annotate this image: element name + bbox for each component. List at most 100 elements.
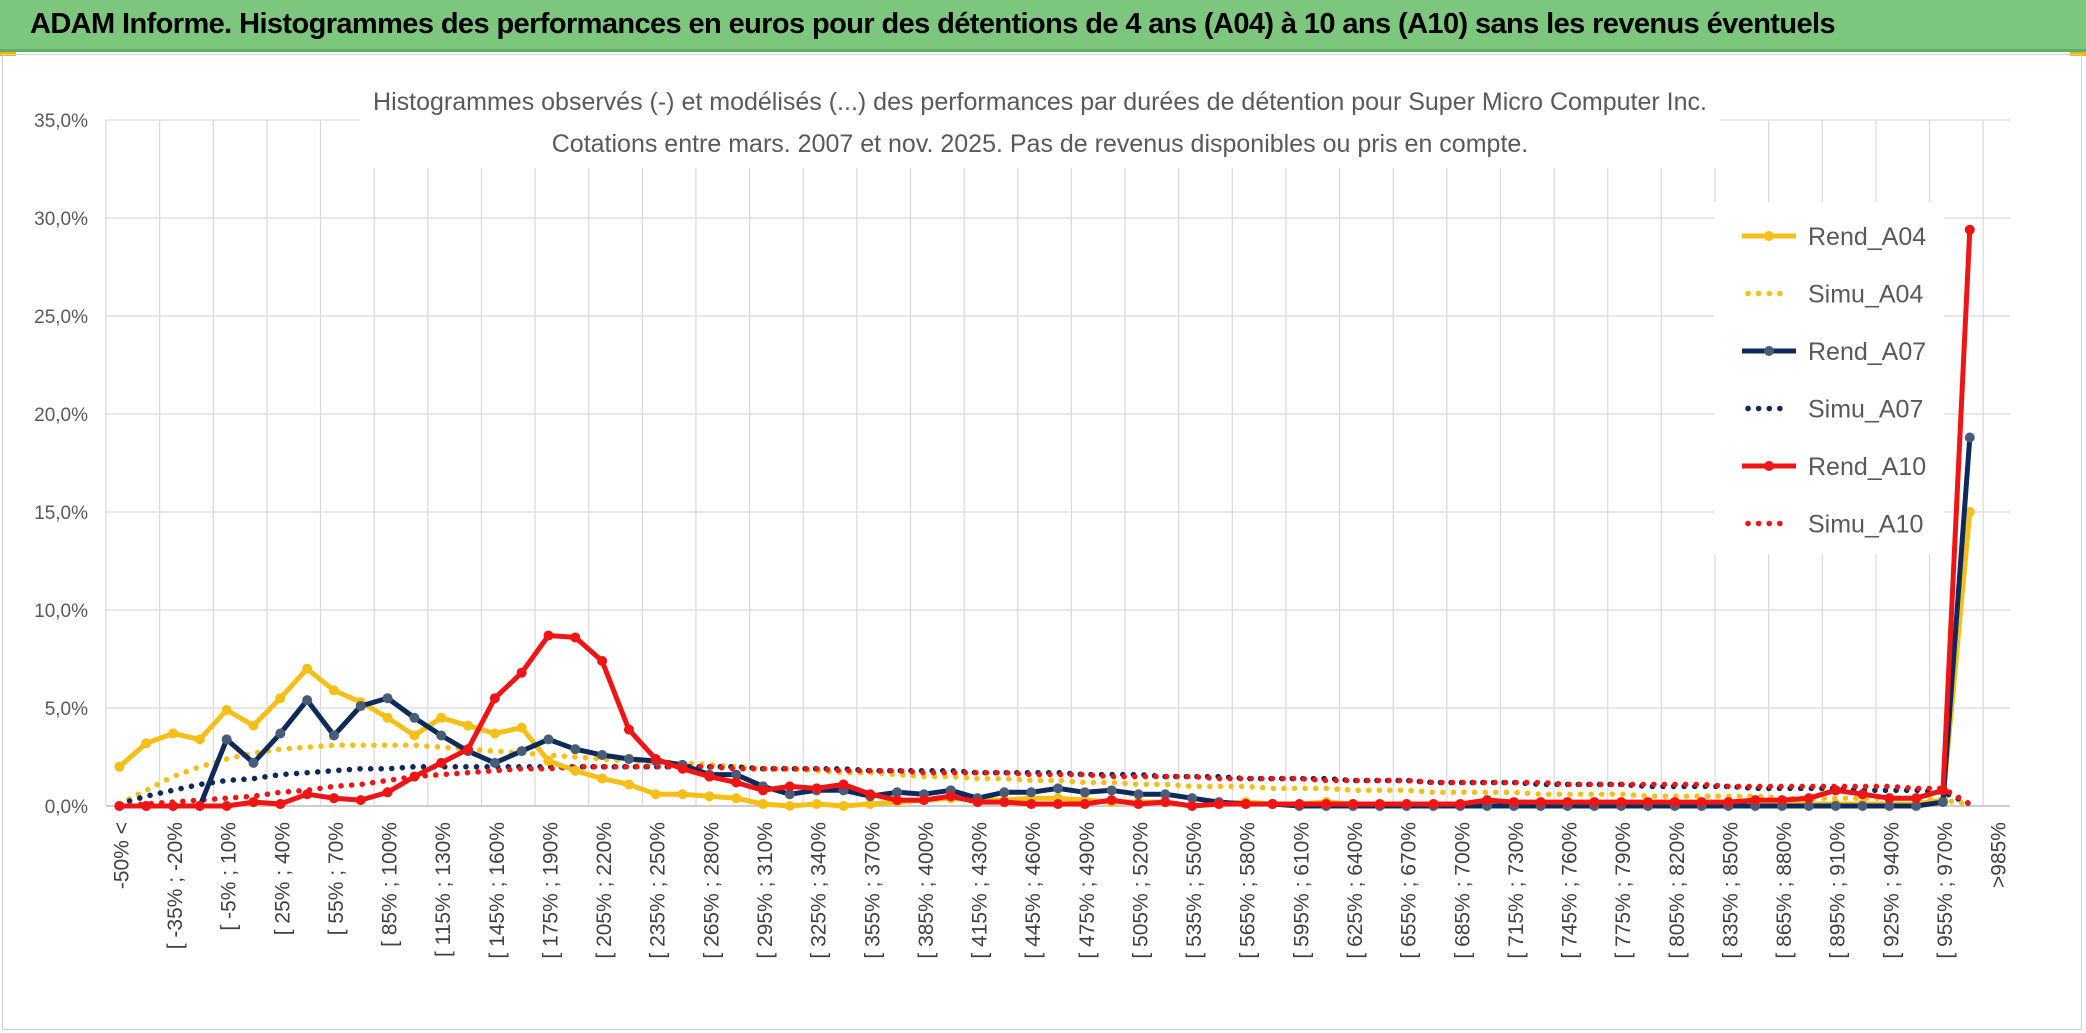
data-point-rend-a04 [221,704,232,715]
x-tick-label: [ 925% ; 940% [1880,822,1903,959]
x-tick-label: [ 115% ; 130% [432,822,455,957]
series-line-rend-a04 [117,511,1973,809]
y-axis-tick-labels: 0,0% 5,0% 10,0% 15,0% 20,0% 25,0% 30,0% 35,0% [34,111,88,818]
data-point-rend-a10 [1964,224,1975,235]
x-tick-label: [ 835% ; 850% [1719,822,1742,959]
data-point-rend-a10 [1187,801,1198,811]
data-point-rend-a07 [999,787,1010,798]
data-point-rend-a10 [328,793,339,804]
data-point-rend-a07 [409,712,420,723]
data-point-rend-a04 [516,722,527,733]
data-point-rend-a10 [355,795,366,806]
x-tick-label: [ 595% ; 610% [1290,822,1313,959]
chart-title-line2: Cotations entre mars. 2007 et nov. 2025.… [552,130,1529,158]
data-point-rend-a10 [1294,799,1305,810]
data-point-rend-a10 [784,781,795,792]
data-point-rend-a10 [650,753,661,764]
x-tick-label: [ 775% ; 790% [1612,822,1635,959]
data-point-rend-a10 [436,757,447,768]
data-point-rend-a10 [1937,785,1948,796]
data-point-rend-a07 [784,789,795,800]
data-point-rend-a04 [489,728,500,739]
x-tick-label: [ 205% ; 220% [593,822,616,959]
y-tick-label: 30,0% [34,209,88,230]
data-point-rend-a10 [1321,799,1332,810]
data-point-rend-a04 [1964,507,1975,517]
chart-frame [2,54,2082,1030]
data-point-rend-a07 [302,695,313,706]
data-point-rend-a10 [409,771,420,782]
data-point-rend-a10 [623,724,634,735]
x-tick-label: [ 805% ; 820% [1666,822,1689,959]
data-point-rend-a10 [1777,795,1788,806]
series-line-simu-a07 [116,764,1973,807]
x-tick-label: [ 175% ; 190% [539,822,562,959]
data-point-rend-a07 [623,753,634,764]
data-point-rend-a10 [1857,789,1868,800]
legend-label: Simu_A04 [1808,281,1923,309]
data-point-rend-a10 [1455,799,1466,810]
data-point-rend-a10 [1803,793,1814,804]
data-point-rend-a10 [1884,793,1895,804]
data-point-rend-a10 [1213,799,1224,810]
series-rend-a10 [114,224,1975,811]
data-point-rend-a10 [811,783,822,794]
x-tick-label: [ -5% ; 10% [218,822,241,931]
data-point-rend-a07 [382,693,393,704]
data-point-rend-a04 [570,765,581,776]
data-point-rend-a07 [516,746,527,757]
data-point-rend-a10 [1160,797,1171,808]
data-point-rend-a10 [302,789,313,800]
x-tick-label: [ 295% ; 310% [754,822,777,959]
data-point-rend-a10 [1267,799,1278,810]
data-point-rend-a10 [865,789,876,800]
legend-marker [1764,346,1774,356]
x-tick-label: [ 325% ; 340% [808,822,831,959]
data-point-rend-a04 [409,730,420,741]
data-point-rend-a07 [275,728,286,739]
chart-title-background [360,78,1720,168]
x-tick-label: [ 505% ; 520% [1129,822,1152,959]
data-point-rend-a10 [489,693,500,704]
data-point-rend-a04 [543,755,554,766]
data-point-rend-a04 [811,799,822,810]
report-title: ADAM Informe. Histogrammes des performan… [30,8,1836,40]
x-tick-label: [ 535% ; 550% [1183,822,1206,959]
data-point-rend-a07 [1079,787,1090,798]
data-point-rend-a10 [1696,797,1707,808]
legend-marker [1764,461,1774,471]
data-point-rend-a10 [918,795,929,806]
data-point-rend-a10 [1374,799,1385,810]
x-tick-label: [ 25% ; 40% [271,822,294,935]
legend-item-rend-a04: Rend_A04 [1742,223,1926,251]
data-point-rend-a10 [194,801,205,811]
data-point-rend-a10 [168,801,179,811]
data-point-rend-a04 [168,728,179,739]
data-point-rend-a07 [221,734,232,745]
data-point-rend-a10 [248,797,259,808]
x-tick-label: [ 655% ; 670% [1398,822,1421,959]
x-tick-label: [ 355% ; 370% [861,822,884,959]
report-banner: ADAM Informe. Histogrammes des performan… [0,0,2086,52]
data-point-rend-a04 [328,685,339,696]
x-tick-label: [ 865% ; 880% [1773,822,1796,959]
data-point-rend-a04 [114,761,125,772]
data-point-rend-a07 [1187,793,1198,804]
data-point-rend-a07 [489,757,500,768]
data-point-rend-a10 [972,797,983,808]
data-point-rend-a10 [1133,799,1144,810]
legend-item-simu-a04: Simu_A04 [1745,281,1923,309]
y-tick-label: 25,0% [34,307,88,328]
data-point-rend-a10 [1347,799,1358,810]
data-point-rend-a04 [248,720,259,731]
x-tick-label: [ 955% ; 970% [1934,822,1957,959]
series-simu-a07 [116,764,1973,807]
data-point-rend-a04 [194,734,205,745]
data-point-rend-a07 [1857,801,1868,811]
data-point-rend-a04 [865,799,876,810]
x-tick-label: >985% [1988,822,2011,888]
data-point-rend-a07 [1911,801,1922,811]
data-point-rend-a10 [114,801,125,811]
data-point-rend-a07 [1160,789,1171,800]
data-point-rend-a07 [328,730,339,741]
